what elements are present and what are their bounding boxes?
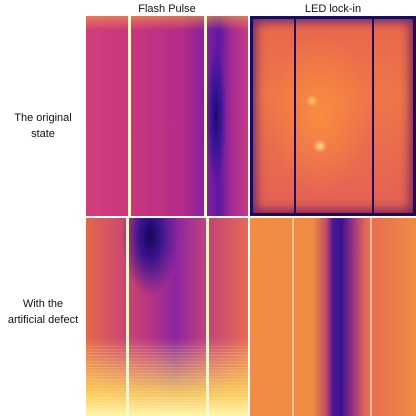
- led-lock-in-defect-image: [250, 218, 416, 416]
- row-label-original-line2: state: [0, 126, 86, 142]
- flash-pulse-defect-image: [86, 218, 248, 416]
- busbar-line: [372, 16, 374, 216]
- led-lock-in-original-image: [250, 16, 416, 216]
- busbar-line: [206, 218, 209, 416]
- row-label-defect-line1: With the: [0, 296, 86, 312]
- stripe-texture: [86, 346, 248, 416]
- busbar-line: [204, 16, 207, 216]
- row-label-original-line1: The original: [0, 110, 86, 126]
- column-title-flash-pulse: Flash Pulse: [86, 2, 248, 16]
- row-label-defect-line2: artificial defect: [0, 312, 86, 328]
- column-title-led-lock-in: LED lock-in: [250, 2, 416, 16]
- busbar-line: [370, 218, 372, 416]
- flash-pulse-original-image: [86, 16, 248, 216]
- busbar-line: [126, 218, 129, 416]
- row-label-artificial-defect: With the artificial defect: [0, 296, 86, 328]
- busbar-line: [128, 16, 131, 216]
- busbar-line: [292, 218, 294, 416]
- busbar-line: [294, 16, 296, 216]
- row-label-original-state: The original state: [0, 110, 86, 142]
